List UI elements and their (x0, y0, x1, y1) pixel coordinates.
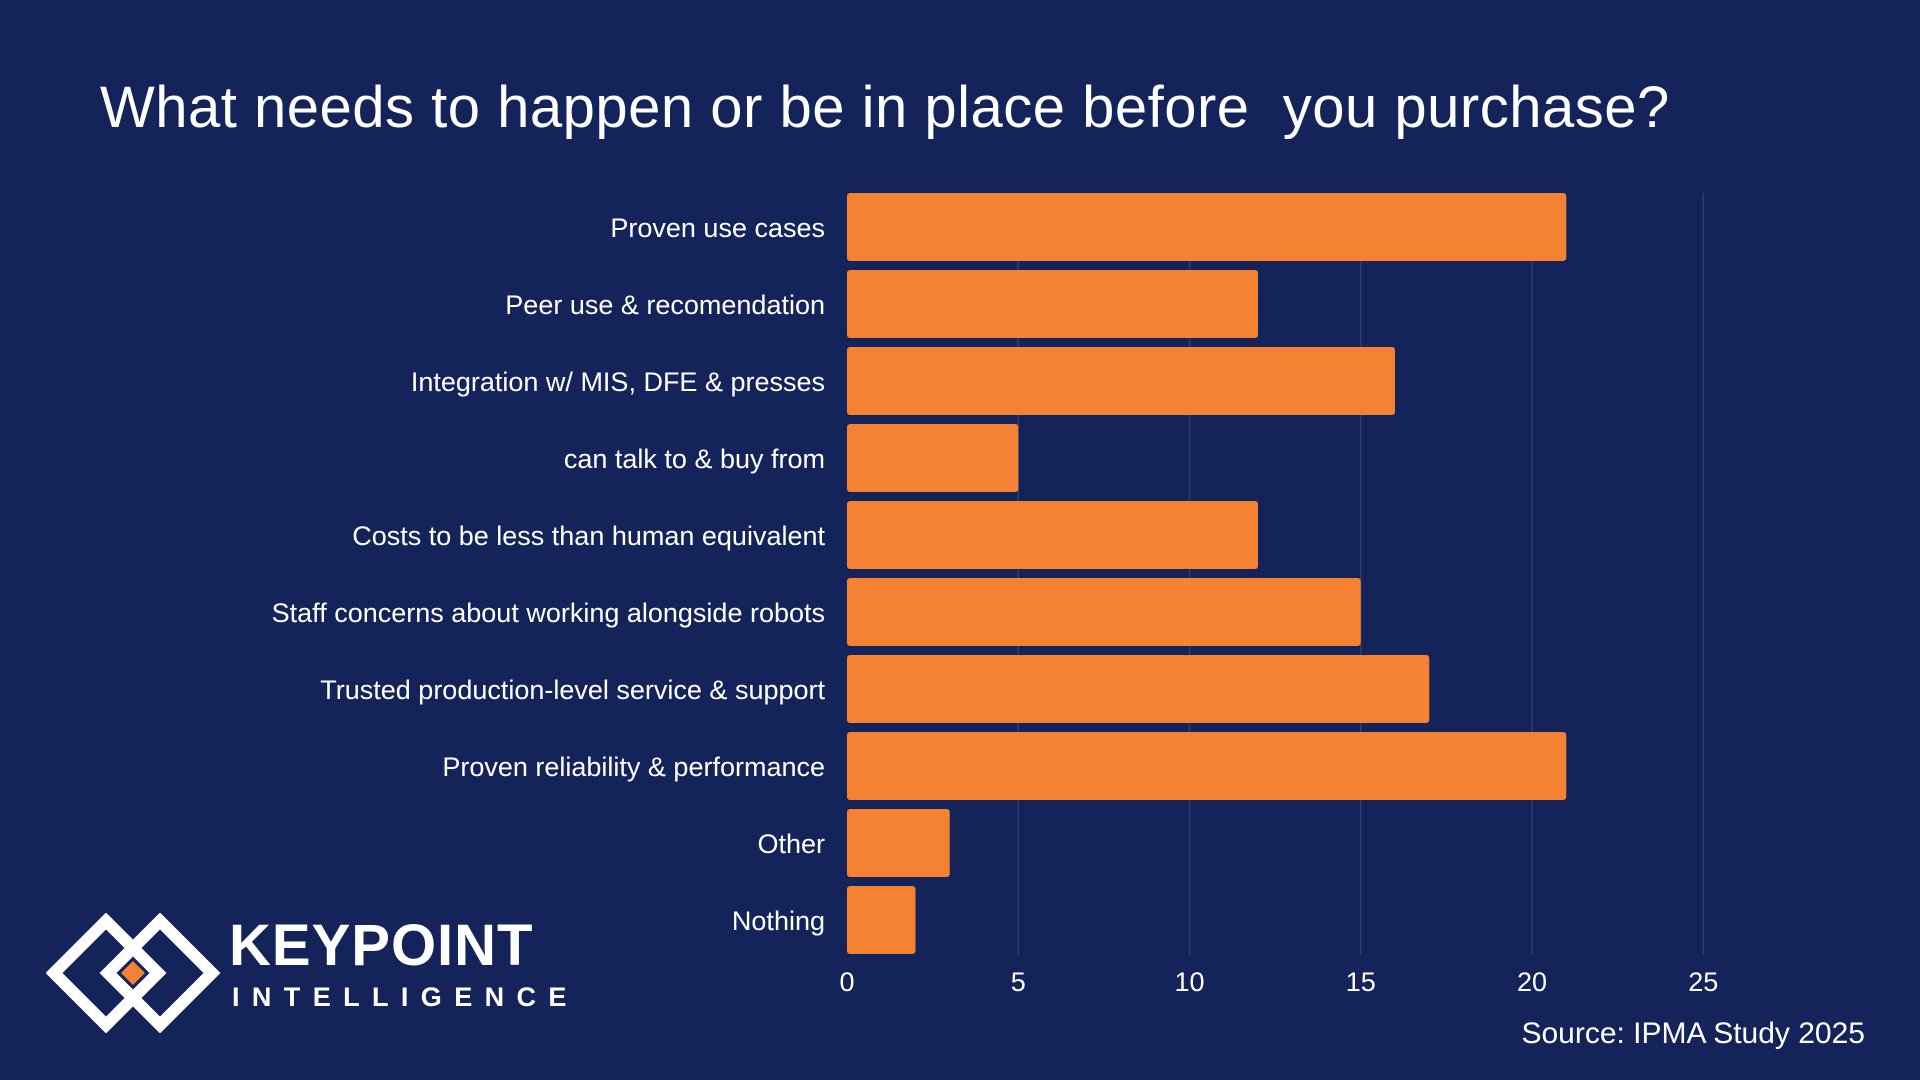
category-label: Other (757, 829, 825, 859)
category-label: Staff concerns about working alongside r… (272, 598, 825, 628)
bar (847, 732, 1567, 800)
bar (847, 501, 1258, 569)
category-label: Costs to be less than human equivalent (352, 521, 825, 551)
bars (847, 193, 1567, 954)
bar-chart: Proven use cases Peer use & recomendation… (272, 193, 1718, 997)
logo-subtitle: INTELLIGENCE (232, 982, 579, 1012)
bar (847, 347, 1395, 415)
bar (847, 270, 1258, 338)
x-tick-label: 10 (1174, 967, 1204, 997)
keypoint-diamond-logo-icon (46, 913, 221, 1033)
bar (847, 655, 1430, 723)
category-labels: Proven use cases Peer use & recomendation… (272, 213, 826, 936)
keypoint-logo: KEYPOINT INTELLIGENCE (46, 913, 566, 1033)
chart-title: What needs to happen or be in place befo… (100, 75, 1670, 140)
bar (847, 193, 1567, 261)
category-label: Proven use cases (610, 213, 825, 243)
category-label: Integration w/ MIS, DFE & presses (411, 367, 825, 397)
category-label: Proven reliability & performance (442, 752, 825, 782)
x-tick-label: 20 (1517, 967, 1547, 997)
x-tick-label: 15 (1346, 967, 1376, 997)
bar (847, 424, 1019, 492)
bar (847, 886, 916, 954)
bar (847, 578, 1361, 646)
x-axis-ticks: 0 5 10 15 20 25 (839, 967, 1718, 997)
category-label: Trusted production-level service & suppo… (320, 675, 825, 705)
source-note: Source: IPMA Study 2025 (1521, 1017, 1865, 1050)
bar (847, 809, 950, 877)
logo-wordmark: KEYPOINT (229, 913, 534, 978)
category-label: Nothing (732, 906, 825, 936)
x-tick-label: 25 (1688, 967, 1718, 997)
category-label: Peer use & recomendation (505, 290, 825, 320)
category-label: can talk to & buy from (564, 444, 825, 474)
x-tick-label: 0 (839, 967, 854, 997)
x-tick-label: 5 (1011, 967, 1026, 997)
